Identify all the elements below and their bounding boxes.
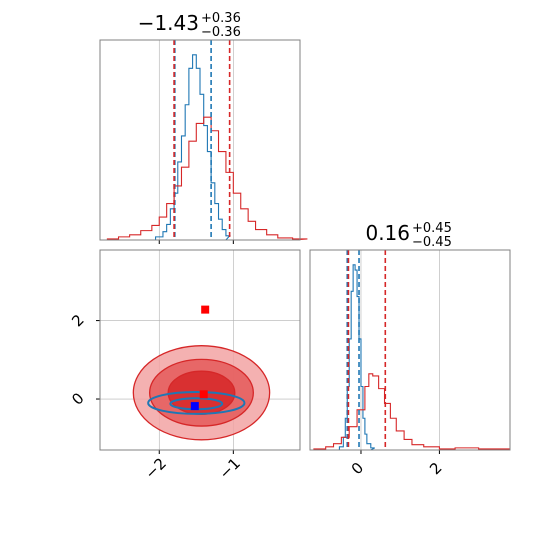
top-left-title-main: −1.43 <box>138 11 199 35</box>
bottom-left-tick-label-y: 0 <box>68 389 87 408</box>
marker-square-2 <box>190 402 199 411</box>
bottom-right-frame <box>309 249 511 451</box>
marker-square-1 <box>199 390 208 399</box>
bottom-right-tick-label-x: 2 <box>426 459 445 478</box>
bottom-left-frame <box>99 249 301 451</box>
bottom-right-series-0-step <box>338 264 375 451</box>
bottom-left-tick-label-x: −2 <box>142 454 170 482</box>
top-left-title-sub: −0.36 <box>201 25 241 40</box>
blue-contour-level-0 <box>147 390 246 415</box>
bottom-left-contour-panel: −2 −1 0 2 <box>68 249 301 483</box>
bottom-right-title: 0.16 +0.45 −0.45 <box>365 221 451 250</box>
bottom-right-title-main: 0.16 <box>365 221 410 245</box>
top-left-histogram-panel <box>99 39 308 244</box>
bottom-right-title-sub: −0.45 <box>412 235 452 250</box>
bottom-left-tick-label-x: −1 <box>216 454 244 482</box>
top-left-title-sup: +0.36 <box>201 11 241 26</box>
top-left-frame <box>99 39 301 241</box>
bottom-right-tick-label-x: 0 <box>348 459 367 478</box>
top-left-title: −1.43 +0.36 −0.36 <box>138 11 241 40</box>
bottom-right-title-sup: +0.45 <box>412 221 452 236</box>
top-left-series-1-step <box>106 116 308 241</box>
top-left-series-0-step <box>155 54 231 241</box>
bottom-left-tick-label-y: 2 <box>68 311 87 330</box>
marker-square-0 <box>201 305 210 314</box>
